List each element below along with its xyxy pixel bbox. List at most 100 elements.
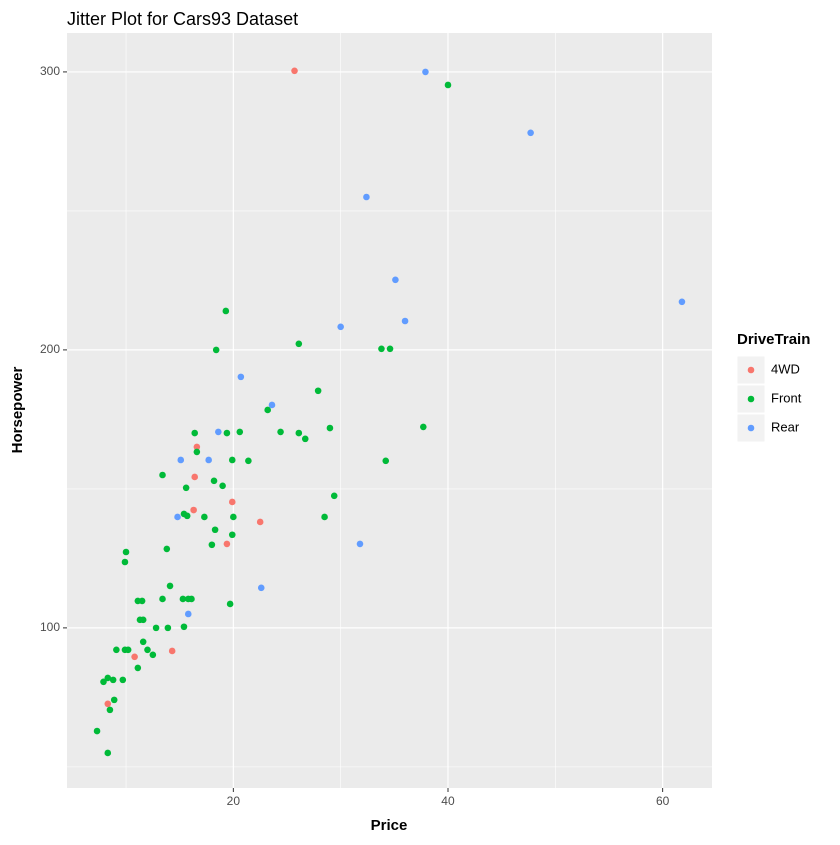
data-point bbox=[131, 653, 138, 661]
data-point bbox=[113, 646, 120, 654]
legend-marker bbox=[747, 366, 755, 374]
data-point bbox=[110, 696, 118, 704]
data-point bbox=[149, 651, 157, 659]
data-point bbox=[166, 582, 174, 590]
data-point bbox=[301, 435, 309, 443]
data-point bbox=[191, 429, 199, 437]
data-point bbox=[183, 512, 191, 520]
data-point bbox=[330, 492, 338, 500]
data-point bbox=[138, 597, 146, 605]
data-point bbox=[236, 428, 244, 436]
data-point bbox=[222, 307, 230, 315]
data-point bbox=[295, 340, 303, 348]
data-point bbox=[163, 545, 171, 553]
data-point bbox=[205, 456, 212, 464]
data-point bbox=[321, 513, 328, 521]
data-point bbox=[228, 456, 236, 464]
data-point bbox=[356, 540, 364, 548]
chart-title: Jitter Plot for Cars93 Dataset bbox=[67, 9, 298, 29]
data-point bbox=[180, 623, 188, 631]
data-point bbox=[268, 401, 276, 409]
data-point bbox=[228, 498, 236, 506]
data-point bbox=[256, 518, 264, 526]
data-point bbox=[164, 624, 172, 632]
data-point bbox=[109, 676, 117, 684]
data-point bbox=[134, 664, 142, 672]
data-point bbox=[237, 373, 245, 381]
legend-title: DriveTrain bbox=[737, 331, 810, 348]
data-point bbox=[119, 676, 127, 684]
data-point bbox=[386, 345, 394, 353]
data-point bbox=[193, 448, 201, 456]
legend-label: Rear bbox=[771, 419, 800, 434]
data-point bbox=[245, 457, 252, 465]
data-point bbox=[122, 548, 130, 556]
y-tick-label: 100 bbox=[40, 620, 60, 634]
data-point bbox=[193, 443, 201, 451]
data-point bbox=[527, 129, 534, 137]
data-point bbox=[177, 456, 185, 464]
data-point bbox=[188, 595, 195, 603]
data-point bbox=[215, 428, 222, 436]
data-point bbox=[277, 428, 284, 436]
data-point bbox=[106, 706, 114, 714]
data-point bbox=[401, 317, 409, 325]
data-point bbox=[139, 638, 147, 646]
data-point bbox=[201, 513, 208, 521]
data-point bbox=[168, 647, 176, 655]
data-point bbox=[230, 513, 237, 521]
data-point bbox=[295, 429, 303, 437]
data-point bbox=[678, 298, 686, 306]
data-point bbox=[223, 540, 231, 548]
data-point bbox=[257, 584, 265, 592]
data-point bbox=[159, 595, 166, 603]
data-point bbox=[382, 457, 390, 465]
plot-panel bbox=[67, 33, 712, 788]
data-point bbox=[212, 346, 220, 354]
x-axis-label: Price bbox=[371, 817, 408, 834]
data-point bbox=[363, 193, 370, 201]
data-point bbox=[159, 471, 166, 479]
y-axis-label: Horsepower bbox=[9, 366, 26, 453]
data-point bbox=[182, 484, 190, 492]
y-tick-label: 300 bbox=[40, 64, 60, 78]
data-point bbox=[444, 81, 452, 89]
data-point bbox=[422, 68, 429, 76]
data-point bbox=[208, 541, 216, 549]
data-point bbox=[264, 406, 271, 414]
x-tick-label: 20 bbox=[227, 794, 241, 808]
data-point bbox=[93, 727, 101, 735]
data-point bbox=[104, 749, 112, 757]
data-point bbox=[314, 387, 322, 395]
data-point bbox=[228, 531, 236, 539]
data-point bbox=[291, 67, 298, 75]
data-point bbox=[223, 429, 231, 437]
data-point bbox=[184, 610, 192, 618]
legend-marker bbox=[747, 424, 755, 432]
legend-label: 4WD bbox=[771, 361, 800, 376]
data-point bbox=[337, 323, 344, 331]
data-point bbox=[179, 595, 187, 603]
data-point bbox=[226, 600, 234, 608]
data-point bbox=[121, 558, 129, 566]
data-point bbox=[144, 646, 151, 654]
data-point bbox=[326, 424, 334, 432]
data-point bbox=[392, 276, 399, 284]
x-tick-label: 40 bbox=[441, 794, 455, 808]
legend-marker bbox=[747, 395, 755, 403]
data-point bbox=[219, 482, 226, 490]
data-point bbox=[174, 513, 181, 521]
legend-label: Front bbox=[771, 390, 802, 405]
data-point bbox=[378, 345, 385, 353]
data-point bbox=[191, 473, 199, 481]
data-point bbox=[139, 616, 147, 624]
data-point bbox=[152, 624, 160, 632]
data-point bbox=[210, 477, 218, 485]
data-point bbox=[420, 423, 427, 431]
data-point bbox=[100, 678, 107, 686]
y-tick-label: 200 bbox=[40, 342, 60, 356]
data-point bbox=[124, 646, 132, 654]
data-point bbox=[104, 674, 112, 682]
data-point bbox=[190, 506, 197, 514]
